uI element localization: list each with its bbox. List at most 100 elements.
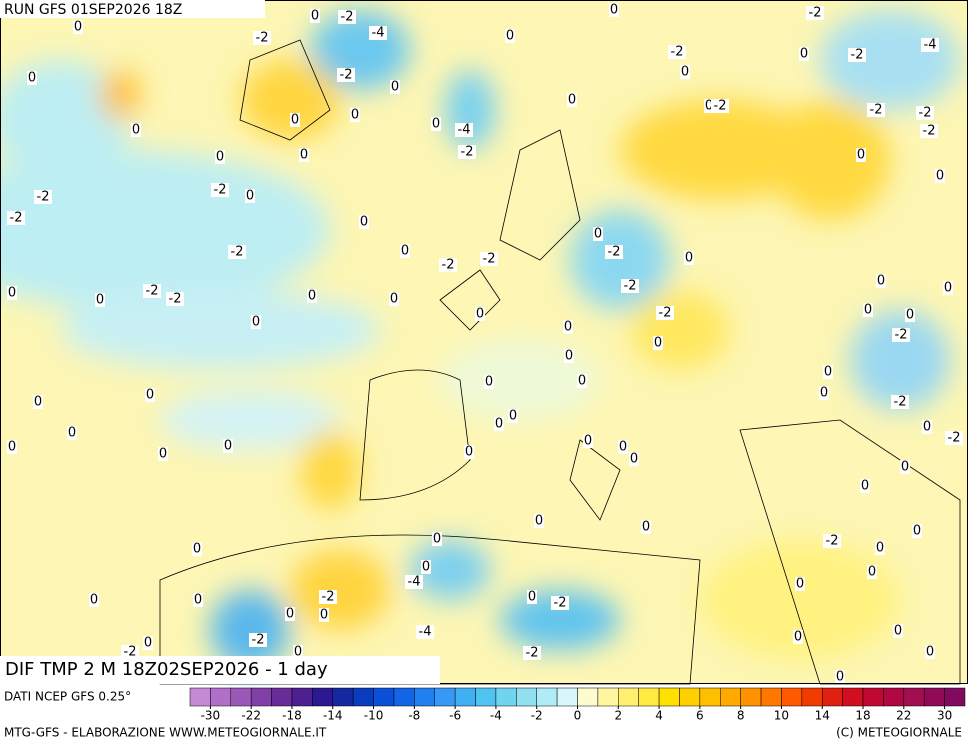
contour-label: -2 [826,534,839,549]
color-swatch [332,687,354,707]
contour-label-box [293,645,303,659]
contour-label: 0 [308,289,316,304]
contour-label-box [158,447,168,461]
color-swatch [801,687,823,707]
contour-label-box [27,71,37,85]
contour-label-box [455,123,473,137]
colorbar-tick-label: 4 [655,709,663,723]
contour-label-box [799,47,809,61]
contour-label: 0 [565,349,573,364]
color-swatch [393,687,415,707]
contour-label: 0 [360,215,368,230]
contour-label: -2 [124,645,137,660]
contour-label: 0 [144,636,152,651]
contour-label: 0 [286,607,294,622]
contour-label: 0 [944,281,952,296]
contour-label-box [192,542,202,556]
contour-label-box [350,108,360,122]
contour-label: 0 [495,417,503,432]
contour-label-box [145,388,155,402]
contour-label: 0 [681,65,689,80]
contour-label: 0 [291,113,299,128]
colorbar-tick-label: -18 [282,709,302,723]
contour-label-box [416,625,434,639]
color-swatch [781,687,803,707]
contour-label-box [337,68,355,82]
contour-label: 0 [578,374,586,389]
contour-label: 0 [820,386,828,401]
contour-label: 0 [836,670,844,685]
contour-label-box [338,10,356,24]
contour-label: 0 [857,148,865,163]
contour-label: 0 [8,440,16,455]
contour-label-box [609,3,619,17]
contour-label: -2 [894,395,907,410]
contour-label-box [319,608,329,622]
contour-label-box [505,29,515,43]
colorbar-tick-label: 22 [896,709,911,723]
contour-label: -2 [10,211,23,226]
contour-label-box [863,303,873,317]
contour-label-box [211,183,229,197]
contour-label: 0 [568,93,576,108]
contour-label-box [891,395,909,409]
contour-label: -2 [322,590,335,605]
contour-label-box [704,99,714,113]
color-swatch [454,687,476,707]
contour-label: 0 [685,251,693,266]
contour-label-box [7,211,25,225]
colorbar-tick-label: 14 [815,709,830,723]
contour-label: 0 [432,117,440,132]
contour-label-box [73,20,83,34]
contour-label-box [819,386,829,400]
contour-label: 0 [193,542,201,557]
contour-label-box [527,590,537,604]
contour-label: 0 [535,514,543,529]
contour-label: 0 [594,227,602,242]
contour-label-box [480,252,498,266]
contour-label: -2 [483,252,496,267]
contour-label-box [389,292,399,306]
contour-label: 0 [68,426,76,441]
colorbar-tick-label: -4 [490,709,502,723]
contour-label: 0 [216,150,224,165]
colorbar-tick-label: 18 [855,709,870,723]
color-swatch [556,687,578,707]
colorbar-tick-label: 30 [937,709,952,723]
contour-label-box [245,189,255,203]
source-label: DATI NCEP GFS 0.25° [4,690,131,704]
contour-label: 0 [936,169,944,184]
contour-label: 0 [610,3,618,18]
contour-label-box [290,113,300,127]
contour-label: 0 [28,71,36,86]
contour-label-box [464,445,474,459]
contour-label: -2 [870,103,883,118]
contour-label: 0 [796,577,804,592]
footer-left: MTG-GFS - ELABORAZIONE WWW.METEOGIORNALE… [4,726,327,740]
contour-label-box [564,349,574,363]
contour-label-box [253,31,271,45]
contour-label-box [835,670,845,684]
color-swatch [189,687,211,707]
color-swatch [597,687,619,707]
contour-label-box [577,374,587,388]
contour-label: -2 [714,99,727,114]
contour-label-box [900,460,910,474]
contour-label-box [131,123,141,137]
contour-label: -2 [214,183,227,198]
contour-label-box [359,215,369,229]
contour-label-box [653,336,663,350]
contour-label-box [925,645,935,659]
contour-label: 0 [901,460,909,475]
contour-label: 0 [252,315,260,330]
contour-label-box [523,646,541,660]
contour-label: -4 [419,625,432,640]
contour-label-box [793,630,803,644]
contour-label-box [251,315,261,329]
contour-label: 0 [159,447,167,462]
contour-label-box [390,80,400,94]
color-swatch [495,687,517,707]
contour-label: -2 [37,190,50,205]
contour-label-box [892,328,910,342]
contour-label: 0 [34,395,42,410]
